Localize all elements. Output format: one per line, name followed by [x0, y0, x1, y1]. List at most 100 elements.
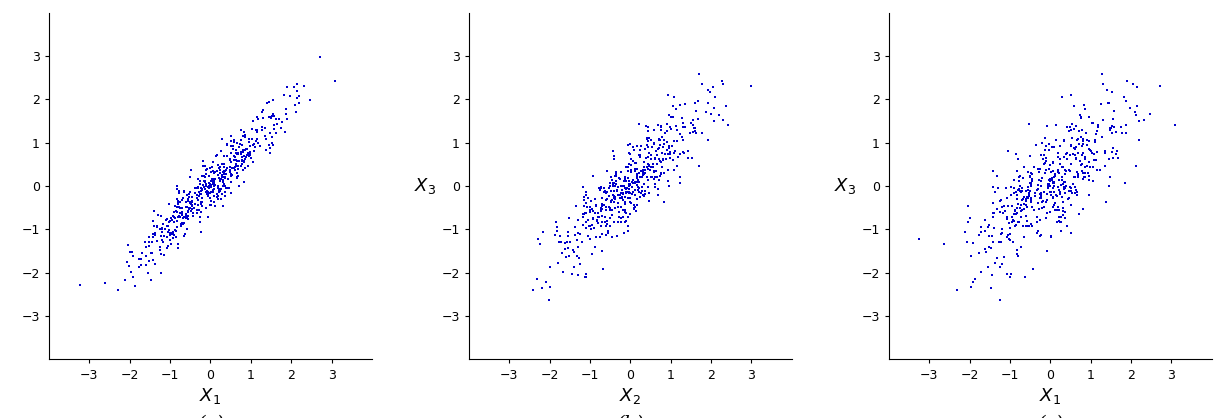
Point	[1069, 150, 1088, 157]
Point	[1053, 173, 1072, 180]
Point	[231, 150, 251, 157]
Point	[185, 201, 204, 207]
Point	[1043, 160, 1062, 167]
Point	[195, 186, 214, 192]
Point	[568, 229, 588, 236]
Point	[569, 255, 589, 261]
Point	[990, 197, 1010, 204]
Point	[644, 168, 663, 175]
Point	[1071, 115, 1091, 121]
Point	[119, 263, 138, 269]
Point	[180, 200, 200, 206]
Point	[1109, 155, 1129, 161]
Point	[671, 102, 690, 109]
Point	[600, 193, 619, 199]
Point	[606, 171, 625, 177]
Text: (b): (b)	[617, 415, 644, 418]
Point	[180, 190, 200, 197]
Point	[152, 232, 171, 239]
Point	[259, 142, 279, 148]
Point	[253, 115, 273, 122]
Point	[1048, 154, 1067, 161]
Point	[1043, 175, 1062, 181]
Point	[174, 214, 193, 221]
Point	[140, 234, 159, 240]
Point	[596, 196, 616, 203]
Point	[1054, 137, 1073, 144]
Point	[993, 203, 1012, 210]
Point	[206, 176, 225, 182]
Point	[638, 176, 657, 183]
Point	[1066, 144, 1086, 150]
Point	[1061, 127, 1081, 134]
Point	[1010, 183, 1029, 190]
Point	[662, 142, 682, 149]
Point	[166, 208, 186, 214]
Point	[630, 174, 650, 181]
Point	[600, 222, 619, 229]
Point	[175, 189, 195, 196]
Point	[605, 199, 624, 206]
Point	[187, 195, 207, 201]
Point	[1043, 159, 1062, 166]
Point	[718, 122, 738, 129]
Point	[650, 158, 670, 165]
Point	[683, 121, 703, 128]
Point	[272, 118, 291, 125]
Point	[1084, 157, 1104, 163]
Point	[1066, 155, 1086, 162]
Point	[1044, 189, 1064, 195]
Point	[1002, 214, 1022, 221]
Point	[603, 183, 623, 189]
Point	[1034, 134, 1054, 141]
Point	[162, 231, 181, 237]
Point	[1027, 187, 1047, 194]
Point	[611, 183, 630, 190]
Point	[177, 209, 197, 215]
Point	[623, 158, 643, 164]
Point	[1043, 168, 1062, 174]
Point	[140, 239, 159, 246]
Point	[173, 209, 192, 216]
Point	[203, 180, 223, 186]
Point	[119, 241, 138, 248]
Point	[1024, 189, 1044, 196]
Point	[222, 173, 241, 180]
Point	[209, 170, 229, 176]
Point	[958, 203, 978, 209]
Point	[1053, 204, 1072, 211]
Point	[985, 189, 1005, 196]
Point	[200, 184, 219, 191]
Point	[1037, 167, 1056, 173]
Point	[215, 166, 235, 173]
Point	[570, 260, 590, 267]
Point	[684, 125, 704, 132]
Point	[603, 181, 623, 188]
Point	[240, 152, 259, 159]
Point	[1028, 181, 1048, 188]
Point	[1038, 196, 1058, 203]
Point	[578, 232, 597, 239]
Point	[618, 227, 638, 234]
Point	[203, 183, 223, 189]
Point	[1044, 182, 1064, 189]
Point	[1010, 205, 1029, 212]
Point	[623, 176, 643, 183]
Point	[288, 80, 307, 87]
Point	[1087, 167, 1106, 174]
Point	[1051, 227, 1071, 234]
Point	[1016, 222, 1036, 229]
Point	[222, 170, 241, 177]
Point	[1022, 180, 1042, 186]
Point	[182, 209, 202, 216]
Point	[1040, 189, 1060, 195]
Point	[196, 177, 215, 184]
Point	[274, 92, 294, 98]
Point	[1080, 191, 1099, 198]
Point	[213, 174, 233, 181]
Point	[649, 191, 668, 198]
Point	[1056, 150, 1076, 157]
Point	[1001, 184, 1021, 190]
Point	[692, 81, 711, 88]
Point	[1088, 121, 1108, 128]
